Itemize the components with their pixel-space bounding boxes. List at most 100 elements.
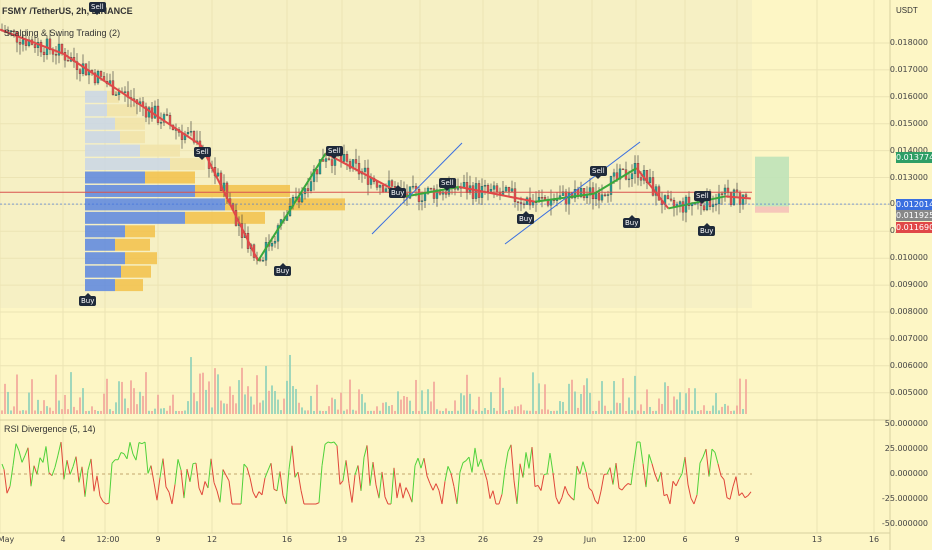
rsi-segment <box>624 483 629 487</box>
time-tick-label: May <box>0 535 15 544</box>
trend-segment <box>635 167 670 210</box>
volume-bar <box>367 410 369 414</box>
profile-bar-sell <box>115 238 150 251</box>
long-position-target[interactable] <box>755 156 789 207</box>
candle-body <box>375 181 379 188</box>
profile-bar-sell <box>145 171 195 184</box>
profile-bar-buy <box>85 104 107 117</box>
volume-bar <box>148 410 150 414</box>
rsi-segment <box>555 497 560 505</box>
indicator-label[interactable]: Scalping & Swing Trading (2) <box>4 28 121 38</box>
rsi-segment <box>12 443 17 466</box>
volume-bar <box>580 394 582 414</box>
rsi-segment <box>258 491 263 496</box>
volume-bar <box>4 383 6 414</box>
volume-bar <box>73 406 75 414</box>
volume-bar <box>694 388 696 414</box>
rsi-segment <box>702 448 707 458</box>
candle-body <box>363 167 367 172</box>
channel-line[interactable] <box>371 142 463 235</box>
volume-bar <box>724 403 726 414</box>
rsi-segment <box>606 467 611 475</box>
volume-bar <box>655 410 657 414</box>
candle-body <box>492 185 496 190</box>
rsi-pane <box>0 441 752 505</box>
rsi-segment <box>435 483 440 491</box>
candle-body <box>60 43 64 53</box>
rsi-segment <box>102 501 107 505</box>
rsi-segment <box>132 453 137 461</box>
rsi-segment <box>135 442 140 461</box>
volume-bar <box>394 410 396 414</box>
rsi-segment <box>729 486 734 500</box>
rsi-segment <box>585 471 590 489</box>
volume-bar <box>250 396 252 414</box>
rsi-segment <box>687 484 692 499</box>
volume-bar <box>616 402 618 414</box>
rsi-segment <box>216 490 221 503</box>
rsi-segment <box>381 471 386 498</box>
volume-bar <box>142 395 144 414</box>
trend-segment <box>534 192 595 203</box>
volume-bar <box>331 397 333 414</box>
volume-bar <box>274 391 276 414</box>
profile-bar-sell <box>125 252 157 265</box>
volume-bar <box>316 384 318 414</box>
candle-body <box>93 72 97 84</box>
buy-signal-label: Buy <box>389 185 407 198</box>
candle-body <box>78 69 82 74</box>
volume-bar <box>442 411 444 414</box>
symbol-title[interactable]: FSMY /TetherUS, 2h, BINANCE <box>2 6 133 16</box>
volume-bar <box>409 400 411 414</box>
profile-bar-sell <box>140 144 180 157</box>
candle-body <box>507 186 511 192</box>
rsi-segment <box>201 481 206 496</box>
trend-segment <box>593 167 638 195</box>
volume-bar <box>592 410 594 414</box>
candle-body <box>669 198 673 201</box>
candle-body <box>378 185 382 188</box>
rsi-segment <box>675 479 680 487</box>
buy-signal-label: Buy <box>79 293 97 306</box>
volume-bar <box>556 410 558 414</box>
candle-body <box>444 191 448 195</box>
rsi-segment <box>531 447 536 487</box>
profile-bar-sell <box>115 117 145 130</box>
candle-body <box>264 242 268 261</box>
rsi-segment <box>438 490 443 505</box>
volume-bar <box>520 404 522 414</box>
rsi-tick-label: 0.000000 <box>889 469 928 478</box>
volume-bar <box>46 406 48 414</box>
volume-bar <box>202 372 204 414</box>
trend-segment <box>725 195 751 200</box>
time-tick-label: 23 <box>414 535 426 544</box>
rsi-segment <box>588 487 593 492</box>
volume-bar <box>598 400 600 414</box>
volume-bar <box>586 378 588 414</box>
volume-bar <box>445 408 447 414</box>
rsi-segment <box>261 477 266 495</box>
candle-body <box>603 194 607 197</box>
volume-bar <box>418 410 420 414</box>
volume-bar <box>286 380 288 414</box>
candle-body <box>456 188 460 190</box>
channel-line[interactable] <box>504 141 641 245</box>
rsi-segment <box>594 500 599 505</box>
profile-bar-buy <box>85 90 107 103</box>
volume-bar <box>406 396 408 414</box>
candle-body <box>39 41 43 53</box>
volume-bar <box>361 394 363 414</box>
rsi-title[interactable]: RSI Divergence (5, 14) <box>4 424 96 434</box>
profile-bar-buy <box>85 158 170 171</box>
volume-bar <box>82 388 84 414</box>
rsi-segment <box>195 463 200 489</box>
candle-body <box>324 158 328 162</box>
long-position-stop[interactable] <box>755 206 789 213</box>
volume-bar <box>97 411 99 414</box>
candle-body <box>114 94 118 96</box>
volume-bar <box>691 410 693 414</box>
volume-bar <box>481 410 483 414</box>
candle-body <box>519 202 523 205</box>
candle-body <box>417 189 421 202</box>
